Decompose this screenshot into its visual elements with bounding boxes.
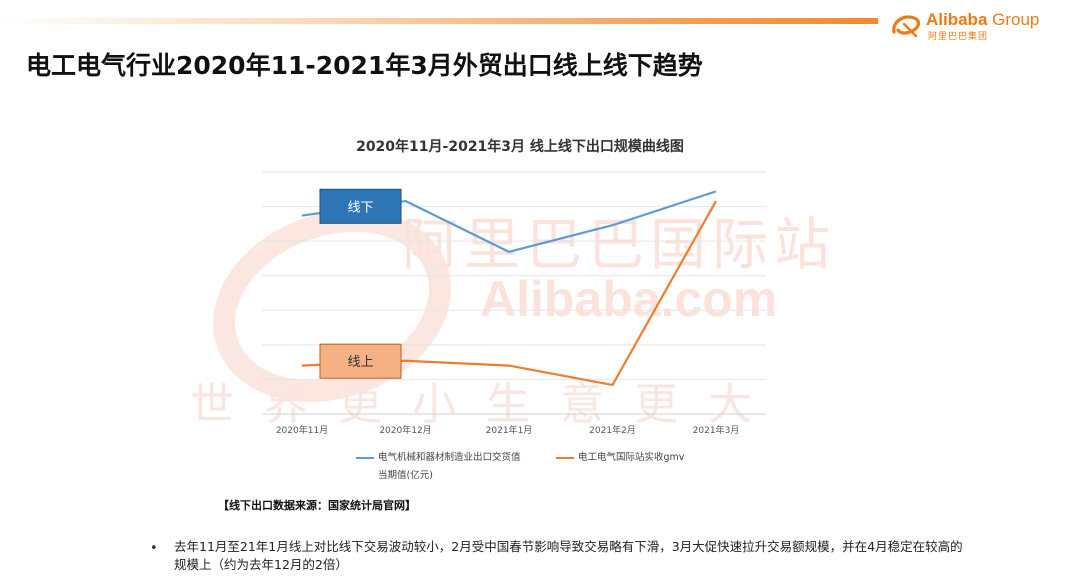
x-tick-label: 2021年3月 [693,424,740,436]
alibaba-logo-icon [892,15,921,38]
data-source-note: 【线下出口数据来源：国家统计局官网】 [218,499,416,512]
logo-chinese-text: 阿里巴巴集团 [928,32,989,42]
x-tick-label: 2021年2月 [589,424,636,436]
header-accent-line [0,18,878,24]
series-box-offline [319,188,402,224]
chart-title: 2020年11月-2021年3月 线上线下出口规模曲线图 [356,139,684,155]
x-tick-label: 2020年12月 [379,424,431,436]
x-tick-label: 2020年11月 [276,424,328,436]
logo-brand-light: Group [987,10,1040,29]
summary-bullet-text: 去年11月至21年1月线上对比线下交易波动较小，2月受中国春节影响导致交易略有下… [174,539,963,572]
logo-brand-bold: Alibaba [926,10,988,29]
series-box-label-offline: 线下 [347,200,373,215]
alibaba-group-logo: Alibaba Group 阿里巴巴集团 [890,8,1066,42]
bullet-marker: • [150,541,158,556]
legend-online-swatch [556,456,574,459]
legend-offline-swatch [356,456,374,459]
series-box-label-online: 线上 [347,355,373,370]
series-box-online [319,343,402,379]
legend-online: 电工电气国际站实收gmv [556,449,684,463]
legend-offline-unit: 当期值(亿元) [378,470,433,481]
x-tick-label: 2021年1月 [486,424,533,436]
legend-online-label: 电工电气国际站实收gmv [578,452,685,463]
legend-offline-label: 电气机械和器材制造业出口交货值 [378,452,521,463]
page-title: 电工电气行业2020年11-2021年3月外贸出口线上线下趋势 [26,51,703,80]
legend-offline: 电气机械和器材制造业出口交货值 当期值(亿元) [356,449,521,481]
